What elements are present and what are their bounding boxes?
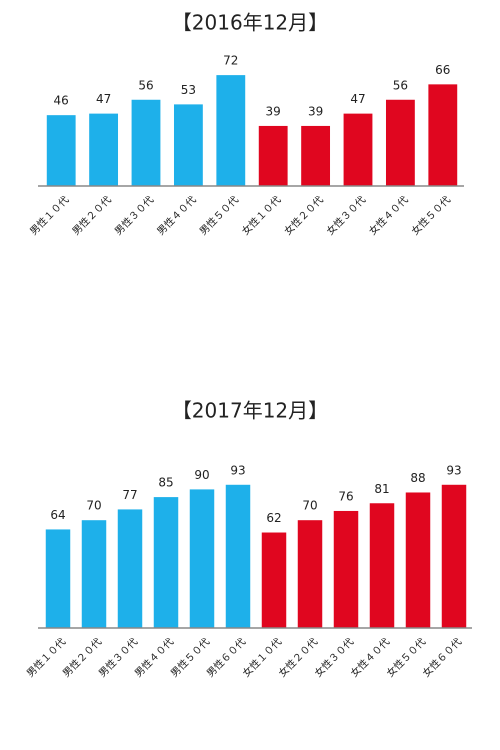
bar	[81, 520, 107, 628]
x-tick-label: 男性３０代	[112, 193, 157, 238]
bar	[131, 99, 161, 186]
bar	[258, 125, 288, 186]
value-label: 47	[350, 92, 365, 106]
x-tick-label: 男性１０代	[27, 193, 72, 238]
x-tick-label: 女性４０代	[366, 193, 411, 238]
value-label: 77	[122, 488, 137, 502]
bar	[405, 492, 431, 628]
value-label: 56	[393, 78, 408, 92]
value-label: 93	[230, 463, 245, 477]
bar	[441, 484, 467, 628]
x-tick-label: 男性４０代	[154, 193, 199, 238]
bar	[343, 113, 373, 186]
bar	[301, 125, 331, 186]
x-tick-label: 女性１０代	[239, 193, 284, 238]
value-label: 53	[181, 83, 196, 97]
x-tick-label: 男性５０代	[196, 193, 241, 238]
x-tick-label: 女性５０代	[408, 193, 453, 238]
x-tick-label: 女性６０代	[420, 635, 465, 680]
bar	[153, 497, 179, 628]
value-label: 39	[266, 104, 281, 118]
chart-title: 【2017年12月】	[172, 399, 328, 423]
bar	[46, 115, 76, 186]
x-tick-label: 女性３０代	[324, 193, 369, 238]
bar	[261, 532, 287, 628]
value-label: 72	[223, 54, 238, 68]
value-label: 90	[194, 468, 209, 482]
value-label: 70	[302, 499, 317, 513]
value-label: 47	[96, 92, 111, 106]
bar	[385, 99, 415, 186]
chart-title: 【2016年12月】	[172, 11, 328, 35]
x-tick-label: 男性２０代	[69, 193, 114, 238]
value-label: 66	[435, 63, 450, 77]
bar	[369, 503, 395, 628]
bar	[89, 113, 119, 186]
bar	[173, 104, 203, 186]
value-label: 62	[266, 511, 281, 525]
value-label: 46	[54, 94, 69, 108]
value-label: 85	[158, 476, 173, 490]
value-label: 88	[410, 471, 425, 485]
bar	[117, 509, 143, 628]
bar	[216, 75, 246, 186]
value-label: 64	[50, 508, 65, 522]
value-label: 81	[374, 482, 389, 496]
bar	[428, 84, 458, 186]
value-label: 56	[138, 78, 153, 92]
bar	[333, 510, 359, 628]
value-label: 39	[308, 104, 323, 118]
bar	[225, 484, 251, 628]
bar	[297, 520, 323, 628]
x-tick-label: 女性２０代	[281, 193, 326, 238]
value-label: 70	[86, 499, 101, 513]
bar	[189, 489, 215, 628]
value-label: 93	[446, 463, 461, 477]
value-label: 76	[338, 489, 353, 503]
bar	[45, 529, 71, 628]
